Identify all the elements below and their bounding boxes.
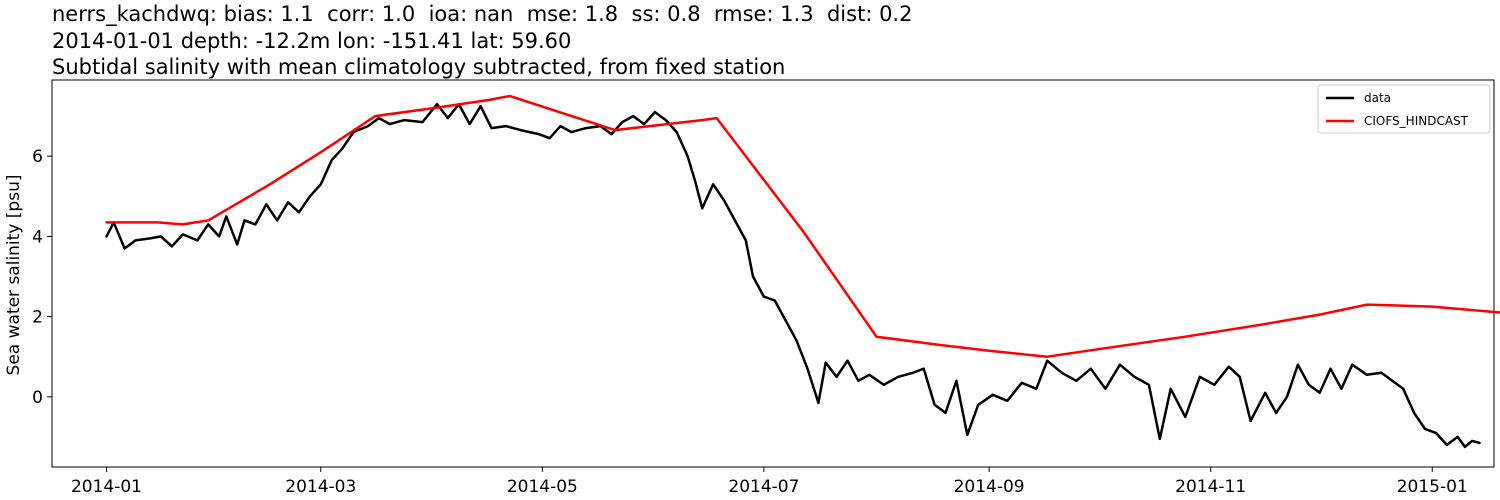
y-tick-label: 6 (32, 147, 43, 167)
y-tick-label: 4 (32, 227, 43, 247)
x-tick-label: 2014-11 (1175, 477, 1246, 497)
legend: data CIOFS_HINDCAST (1317, 84, 1491, 134)
x-tick-label: 2014-01 (71, 477, 142, 497)
legend-label: data (1364, 91, 1391, 105)
y-axis: 0 2 4 6 (32, 147, 52, 408)
chart-title-line-3: Subtidal salinity with mean climatology … (52, 55, 786, 79)
x-axis: 2014-01 2014-03 2014-05 2014-07 2014-09 2014-… (71, 467, 1468, 497)
y-axis-label: Sea water salinity [psu] (4, 175, 24, 376)
series-line-1 (105, 94, 1500, 358)
plot-area (51, 79, 1500, 468)
y-tick-label: 2 (32, 308, 43, 328)
chart-title-line-1: nerrs_kachdwq: bias: 1.1 corr: 1.0 ioa: … (52, 2, 913, 26)
x-tick-label: 2014-07 (728, 477, 799, 497)
x-tick-label: 2015-01 (1397, 477, 1468, 497)
x-tick-label: 2014-09 (954, 477, 1025, 497)
legend-box (1317, 84, 1491, 134)
chart-title-line-2: 2014-01-01 depth: -12.2m lon: -151.41 la… (52, 29, 572, 53)
x-tick-label: 2014-05 (507, 477, 578, 497)
y-tick-label: 0 (32, 388, 43, 408)
x-tick-label: 2014-03 (285, 477, 356, 497)
series-line-0 (105, 102, 1481, 449)
legend-label: CIOFS_HINDCAST (1364, 114, 1469, 128)
plot-frame (51, 79, 1495, 468)
